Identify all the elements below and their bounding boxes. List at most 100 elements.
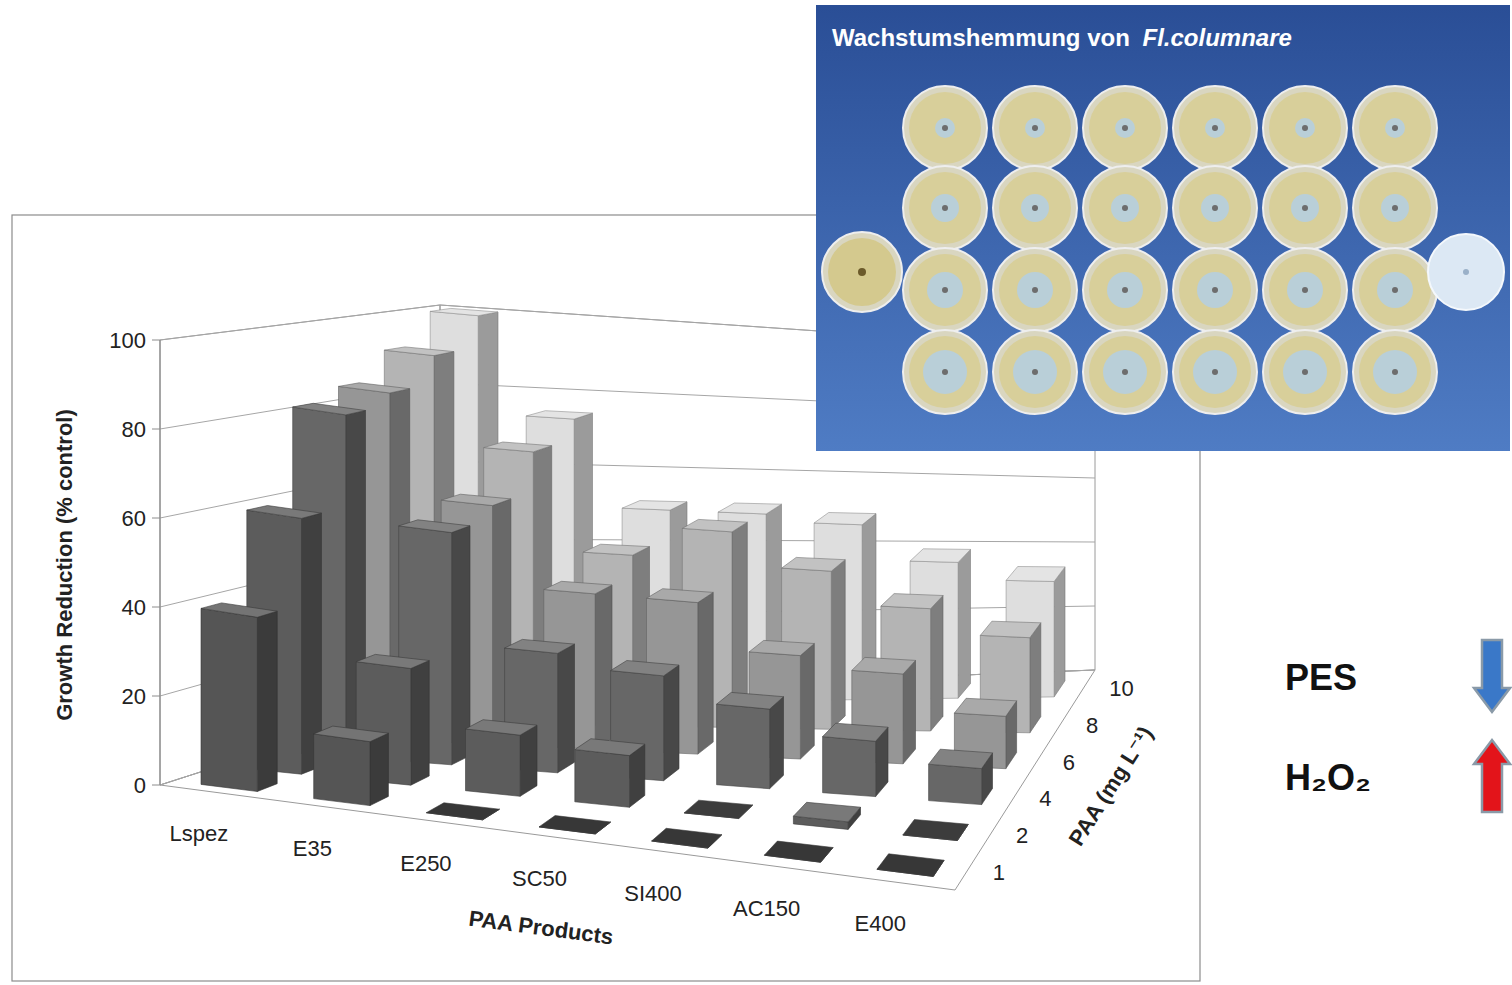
well (1463, 269, 1469, 275)
agar (1269, 92, 1341, 164)
bar-top (426, 803, 499, 820)
z-tick-label: 1 (993, 860, 1005, 885)
bar-top (903, 820, 969, 841)
petri-dish (1353, 330, 1437, 414)
bar-side (1054, 567, 1065, 697)
agar (909, 172, 981, 244)
bar-top (814, 513, 876, 525)
bar-top (910, 549, 970, 563)
bar (764, 841, 833, 862)
bar-top (929, 749, 993, 768)
well (1212, 287, 1218, 293)
bar-side (558, 644, 575, 773)
bar-top (544, 581, 612, 594)
bar-side (958, 549, 970, 698)
agar (1359, 92, 1431, 164)
bar-top (575, 739, 645, 756)
inhibition-zone (1283, 350, 1327, 394)
well (858, 268, 866, 276)
bar-top (247, 506, 322, 519)
bar-top (539, 816, 611, 834)
petri-dish (903, 248, 987, 332)
agar (1269, 254, 1341, 326)
petri-dish (1263, 86, 1347, 170)
well (1212, 369, 1218, 375)
petri-dish (1428, 234, 1504, 310)
well (1302, 287, 1308, 293)
bar (652, 828, 722, 848)
inhibition-zone (1197, 272, 1233, 308)
inhibition-zone (1017, 272, 1053, 308)
y-axis (159, 340, 160, 785)
inhibition-zone (1287, 272, 1323, 308)
agar (999, 336, 1071, 408)
well (1032, 125, 1038, 131)
inhibition-zone (1295, 118, 1315, 138)
bar-front (314, 734, 370, 806)
bar-side (370, 733, 388, 805)
inhibition-zone (923, 350, 967, 394)
z-tick-label: 10 (1109, 676, 1133, 701)
bar-top (622, 501, 687, 511)
z-tick-label: 2 (1016, 823, 1028, 848)
z-tick-label: 6 (1063, 750, 1075, 775)
agar (1359, 336, 1431, 408)
agar (1359, 172, 1431, 244)
annotation: PES (1285, 657, 1357, 698)
agar (909, 254, 981, 326)
z-axis-title: PAA (mg L⁻¹) (1064, 722, 1158, 850)
petri-dish (1173, 248, 1257, 332)
bar-side (831, 560, 845, 730)
petri-dish (1173, 330, 1257, 414)
inset-background (816, 5, 1510, 451)
agar (999, 92, 1071, 164)
bar-top (881, 594, 943, 609)
bar (314, 726, 389, 806)
bar-top (823, 723, 888, 741)
bar-front (466, 729, 521, 796)
bar-side (800, 644, 814, 760)
bar-side (257, 611, 277, 791)
bar (466, 720, 538, 797)
bar-top (505, 639, 575, 653)
bar (426, 803, 499, 820)
bar-front (823, 737, 876, 797)
bar (201, 603, 277, 792)
inhibition-zone (1115, 118, 1135, 138)
x-tick-label: E400 (855, 911, 906, 936)
bar-top (764, 841, 833, 862)
bar-top (1006, 567, 1065, 582)
annotation-arrow (1474, 740, 1510, 812)
inhibition-zone (1021, 194, 1049, 222)
z-tick-label: 8 (1086, 713, 1098, 738)
bar-side (520, 725, 537, 796)
x-tick-label: AC150 (733, 896, 800, 921)
petri-dish (993, 248, 1077, 332)
inset-title-part: Wachstumshemmung von (832, 24, 1136, 51)
well (1032, 287, 1038, 293)
agar (1269, 172, 1341, 244)
agar (999, 172, 1071, 244)
petri-dish (993, 86, 1077, 170)
bar-top (782, 557, 846, 571)
agar (999, 254, 1071, 326)
y-tick (152, 696, 160, 697)
well (1032, 369, 1038, 375)
petri-dish (903, 166, 987, 250)
z-tick-label: 4 (1039, 786, 1051, 811)
inhibition-zone (1385, 118, 1405, 138)
bar-top (384, 347, 454, 356)
bar-top (749, 640, 814, 655)
x-tick-label: E250 (400, 851, 451, 876)
inset-photo: Wachstumshemmung von Fl.columnare (816, 5, 1510, 451)
well (1212, 125, 1218, 131)
bar-top (954, 698, 1016, 716)
inhibition-zone (935, 118, 955, 138)
well (1302, 125, 1308, 131)
bar-top (717, 692, 784, 709)
petri-dish (1353, 248, 1437, 332)
inhibition-zone (1381, 194, 1409, 222)
bar (539, 816, 611, 834)
bar-side (931, 596, 943, 732)
bar-top (793, 802, 860, 822)
